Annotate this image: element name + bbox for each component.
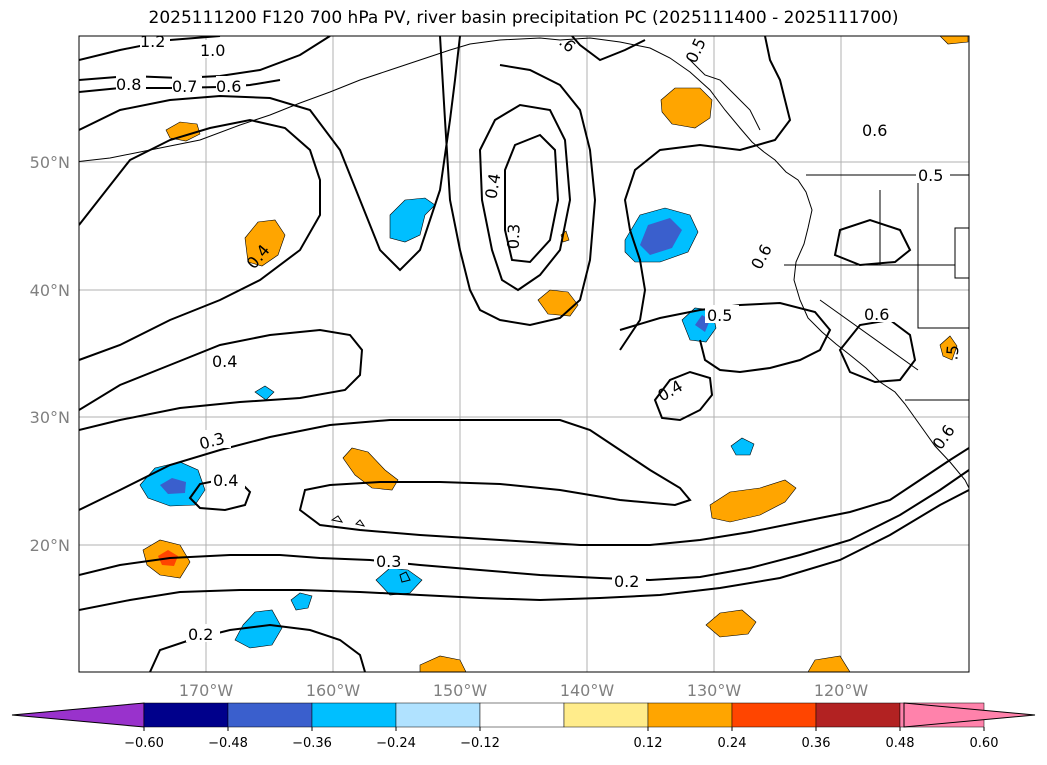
colorbar-tick-label: 0.48 (886, 736, 915, 751)
longitude-labels: 170°W 160°W 150°W 140°W 130°W 120°W (179, 681, 869, 700)
contour-label: 0.6 (216, 77, 241, 96)
lat-label: 20°N (30, 536, 70, 555)
contour-label: 0.8 (116, 75, 141, 94)
colorbar-tick-label: −0.36 (292, 736, 332, 751)
latitude-labels: 50°N 40°N 30°N 20°N (30, 153, 70, 555)
contour-label: 0.6 (862, 121, 887, 140)
contour-label: 0.7 (172, 77, 197, 96)
colorbar-tick-label: 0.12 (634, 736, 663, 751)
pv-contours (79, 36, 969, 672)
precip-area-negative (139, 197, 755, 649)
coastlines (79, 37, 969, 583)
gridlines (79, 36, 969, 672)
colorbar-tick-label: 0.36 (802, 736, 831, 751)
lat-label: 40°N (30, 281, 70, 300)
colorbar-tick-label: 0.60 (970, 736, 999, 751)
contour-label: 0.6 (864, 305, 889, 324)
contour-label: 0.2 (188, 625, 213, 644)
map-border (78, 35, 970, 673)
contour-label: 0.2 (614, 572, 639, 591)
lon-label: 130°W (687, 681, 742, 700)
precip-area-positive (142, 36, 969, 672)
colorbar-tick-label: −0.24 (376, 736, 416, 751)
colorbar-tick-label: 0.24 (718, 736, 747, 751)
lon-label: 150°W (433, 681, 488, 700)
contour-label: 1.2 (140, 32, 165, 51)
contour-label: 0.5 (918, 166, 943, 185)
lat-label: 50°N (30, 153, 70, 172)
contour-label: 1.0 (200, 41, 225, 60)
colorbar-bin (227, 702, 313, 728)
contour-label: 0.4 (213, 471, 238, 490)
contour-label: 0.4 (212, 352, 237, 371)
contour-label: 0.3 (504, 223, 524, 249)
colorbar-bin (311, 702, 397, 728)
lon-label: 140°W (560, 681, 615, 700)
colorbar-tick-label: −0.12 (460, 736, 500, 751)
colorbar: −0.60 −0.48 −0.36 −0.24 −0.12 0.12 0.24 0.36 0.4… (11, 702, 1036, 751)
contour-label: .5 (942, 344, 962, 361)
colorbar-tick-label: −0.48 (208, 736, 248, 751)
colorbar-bin (731, 702, 817, 728)
colorbar-bin (815, 702, 901, 728)
colorbar-bin (647, 702, 733, 728)
contour-label: 0.4 (481, 172, 504, 200)
colorbar-bin (479, 702, 565, 728)
lon-label: 120°W (814, 681, 869, 700)
lat-label: 30°N (30, 408, 70, 427)
contour-label: 0.5 (707, 306, 732, 325)
colorbar-tick-label: −0.60 (124, 736, 164, 751)
colorbar-under-triangle (11, 702, 145, 728)
colorbar-bin (563, 702, 649, 728)
map-title: 2025111200 F120 700 hPa PV, river basin … (148, 8, 899, 28)
contour-label: 0.3 (376, 552, 401, 571)
colorbar-bin (395, 702, 481, 728)
lon-label: 160°W (306, 681, 361, 700)
precip-areas (139, 36, 969, 672)
colorbar-over-triangle (903, 702, 1036, 728)
lon-label: 170°W (179, 681, 234, 700)
colorbar-bin (143, 702, 229, 728)
